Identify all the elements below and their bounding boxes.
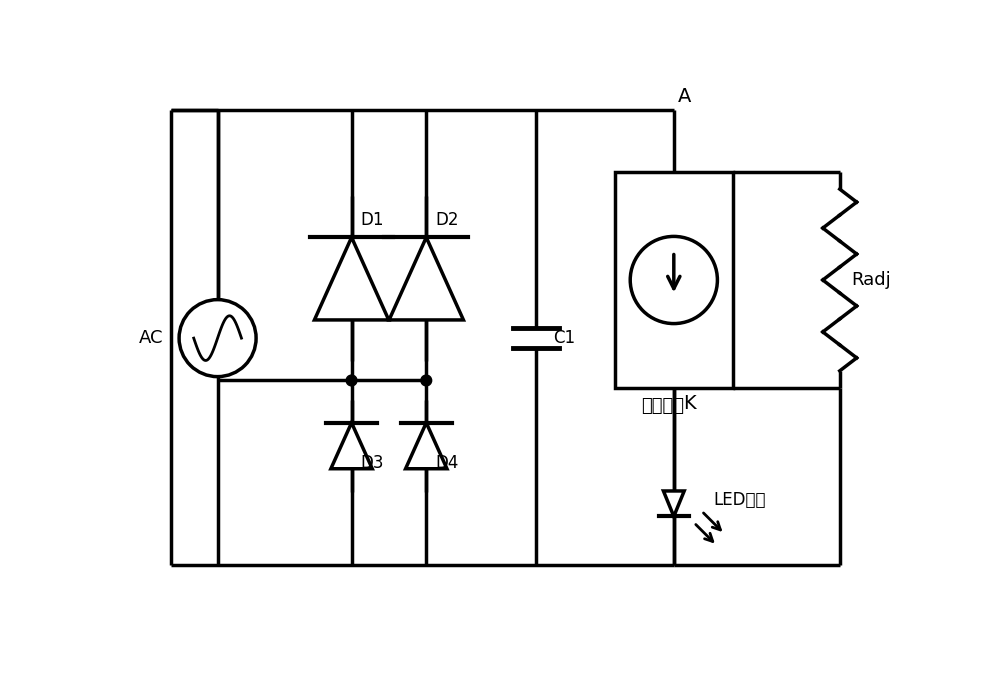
Polygon shape	[663, 491, 684, 516]
Text: 恒流驱动: 恒流驱动	[641, 398, 684, 415]
Polygon shape	[314, 238, 389, 320]
Polygon shape	[331, 423, 372, 469]
Text: K: K	[683, 394, 696, 413]
Text: D3: D3	[361, 454, 384, 472]
Circle shape	[346, 375, 357, 386]
Text: Radj: Radj	[851, 271, 891, 289]
Text: LED灯串: LED灯串	[714, 491, 766, 509]
Text: C1: C1	[553, 329, 575, 347]
Bar	[615, 172, 733, 388]
Text: D1: D1	[361, 210, 384, 229]
Text: AC: AC	[138, 329, 163, 347]
Text: D4: D4	[436, 454, 459, 472]
Polygon shape	[389, 238, 463, 320]
Polygon shape	[406, 423, 447, 469]
Circle shape	[421, 375, 432, 386]
Text: D2: D2	[436, 210, 459, 229]
Text: A: A	[678, 87, 691, 106]
